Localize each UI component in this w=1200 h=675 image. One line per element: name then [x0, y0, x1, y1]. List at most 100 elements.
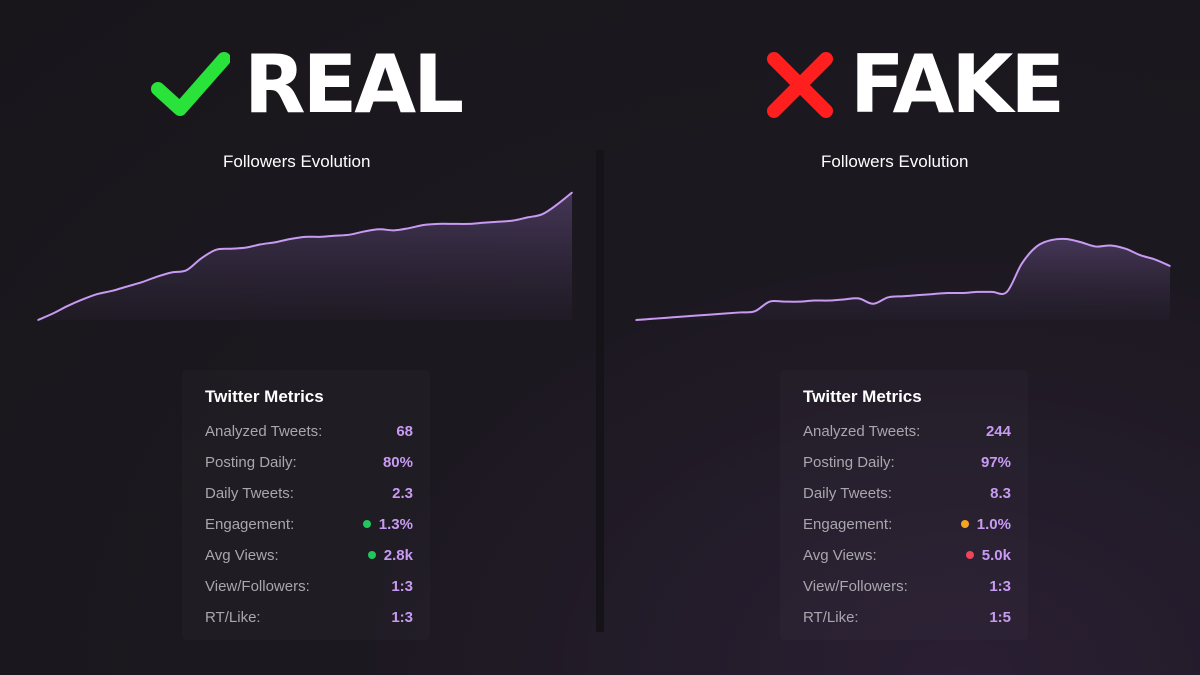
data-point — [155, 276, 158, 278]
data-point — [363, 230, 366, 233]
metric-label: Avg Views: — [803, 546, 877, 564]
metric-label: Analyzed Tweets: — [803, 422, 921, 440]
data-point — [274, 241, 277, 244]
data-point — [81, 298, 84, 301]
followers-chart-fake — [635, 237, 1171, 321]
metric-value-group: 2.3 — [392, 485, 413, 502]
data-point — [541, 213, 544, 215]
data-point — [842, 298, 845, 301]
metric-value: 97% — [980, 453, 1011, 471]
data-point — [1035, 245, 1038, 248]
status-dot-green — [367, 551, 376, 559]
metric-value: 8.3 — [990, 484, 1011, 502]
data-point — [709, 313, 711, 316]
metric-value-group: 1.3% — [362, 516, 413, 533]
metric-value: 2.3 — [392, 484, 413, 502]
panel-divider — [596, 150, 604, 632]
metric-value-group: 1:3 — [989, 578, 1011, 595]
metric-value: 68 — [396, 422, 413, 440]
metric-label: RT/Like: — [205, 608, 261, 626]
data-point — [917, 294, 919, 296]
data-point — [185, 269, 188, 272]
metric-value: 1.0% — [976, 515, 1011, 533]
metric-value-group: 1:3 — [391, 578, 413, 595]
followers-chart-real — [37, 191, 573, 321]
fake-label: FAKE — [850, 38, 1065, 131]
data-point — [724, 312, 726, 315]
data-point — [511, 219, 514, 222]
data-point — [526, 216, 529, 219]
data-point — [664, 317, 667, 319]
data-point — [452, 223, 455, 225]
cross-icon — [767, 52, 833, 118]
metric-row: Engagement: 1.0% — [803, 513, 1011, 535]
metric-label: Daily Tweets: — [803, 484, 892, 502]
metric-value-group: 80% — [383, 454, 413, 471]
data-point — [571, 191, 573, 194]
data-point — [902, 295, 904, 298]
data-point — [333, 234, 336, 237]
metric-row: Posting Daily: 97% — [803, 451, 1011, 473]
metric-label: Engagement: — [803, 515, 893, 533]
data-point — [141, 281, 143, 283]
metrics-title: Twitter Metrics — [803, 387, 922, 406]
data-point — [111, 290, 113, 292]
data-point — [857, 297, 860, 300]
status-dot-green — [362, 520, 371, 528]
data-point — [304, 236, 306, 238]
data-point — [556, 203, 558, 206]
metric-value: 1:3 — [391, 608, 413, 626]
metric-row: Posting Daily: 80% — [205, 451, 413, 473]
data-point — [976, 291, 978, 293]
metric-value-group: 1:3 — [391, 609, 413, 626]
metric-row: View/Followers: 1:3 — [803, 575, 1011, 597]
metric-label: View/Followers: — [803, 577, 908, 595]
metric-value-group: 244 — [986, 423, 1011, 440]
metric-row: Daily Tweets: 8.3 — [803, 482, 1011, 504]
metric-label: RT/Like: — [803, 608, 859, 626]
data-point — [1095, 245, 1097, 248]
metric-label: Engagement: — [205, 515, 295, 533]
data-point — [408, 227, 410, 229]
data-point — [961, 292, 964, 294]
data-point — [96, 293, 99, 295]
data-point — [679, 315, 682, 318]
metric-label: Avg Views: — [205, 546, 279, 564]
data-point — [1169, 265, 1171, 267]
metric-row: Analyzed Tweets: 244 — [803, 420, 1011, 442]
data-point — [52, 312, 54, 315]
data-point — [126, 285, 128, 288]
data-point — [289, 238, 291, 240]
data-point — [66, 305, 69, 307]
data-point — [422, 224, 425, 226]
data-point — [200, 257, 202, 260]
metric-row: Engagement: 1.3% — [205, 513, 413, 535]
data-point — [753, 310, 756, 313]
data-point — [1139, 254, 1142, 256]
data-point — [650, 318, 652, 320]
metric-row: RT/Like: 1:3 — [205, 606, 413, 628]
area-fill — [38, 192, 572, 320]
metric-row: Avg Views: 2.8k — [205, 544, 413, 566]
metric-label: Daily Tweets: — [205, 484, 294, 502]
data-point — [768, 300, 771, 303]
metric-value-group: 1:5 — [989, 609, 1011, 626]
data-point — [813, 299, 815, 302]
metric-value: 80% — [382, 453, 413, 471]
data-point — [1124, 247, 1127, 250]
metrics-title: Twitter Metrics — [205, 387, 324, 406]
data-point — [931, 293, 934, 295]
fake-panel: Followers Evolution Twitter Metrics Anal… — [620, 140, 1180, 640]
metric-value: 5.0k — [981, 546, 1011, 564]
data-point — [467, 223, 469, 225]
status-dot-orange — [960, 520, 969, 528]
data-point — [1006, 291, 1008, 293]
data-point — [798, 300, 800, 303]
data-point — [635, 319, 637, 321]
data-point — [991, 291, 993, 293]
data-point — [872, 303, 875, 305]
metric-row: Analyzed Tweets: 68 — [205, 420, 413, 442]
data-point — [393, 229, 395, 232]
metric-value-group: 97% — [981, 454, 1011, 471]
metric-value: 1:3 — [391, 577, 413, 595]
